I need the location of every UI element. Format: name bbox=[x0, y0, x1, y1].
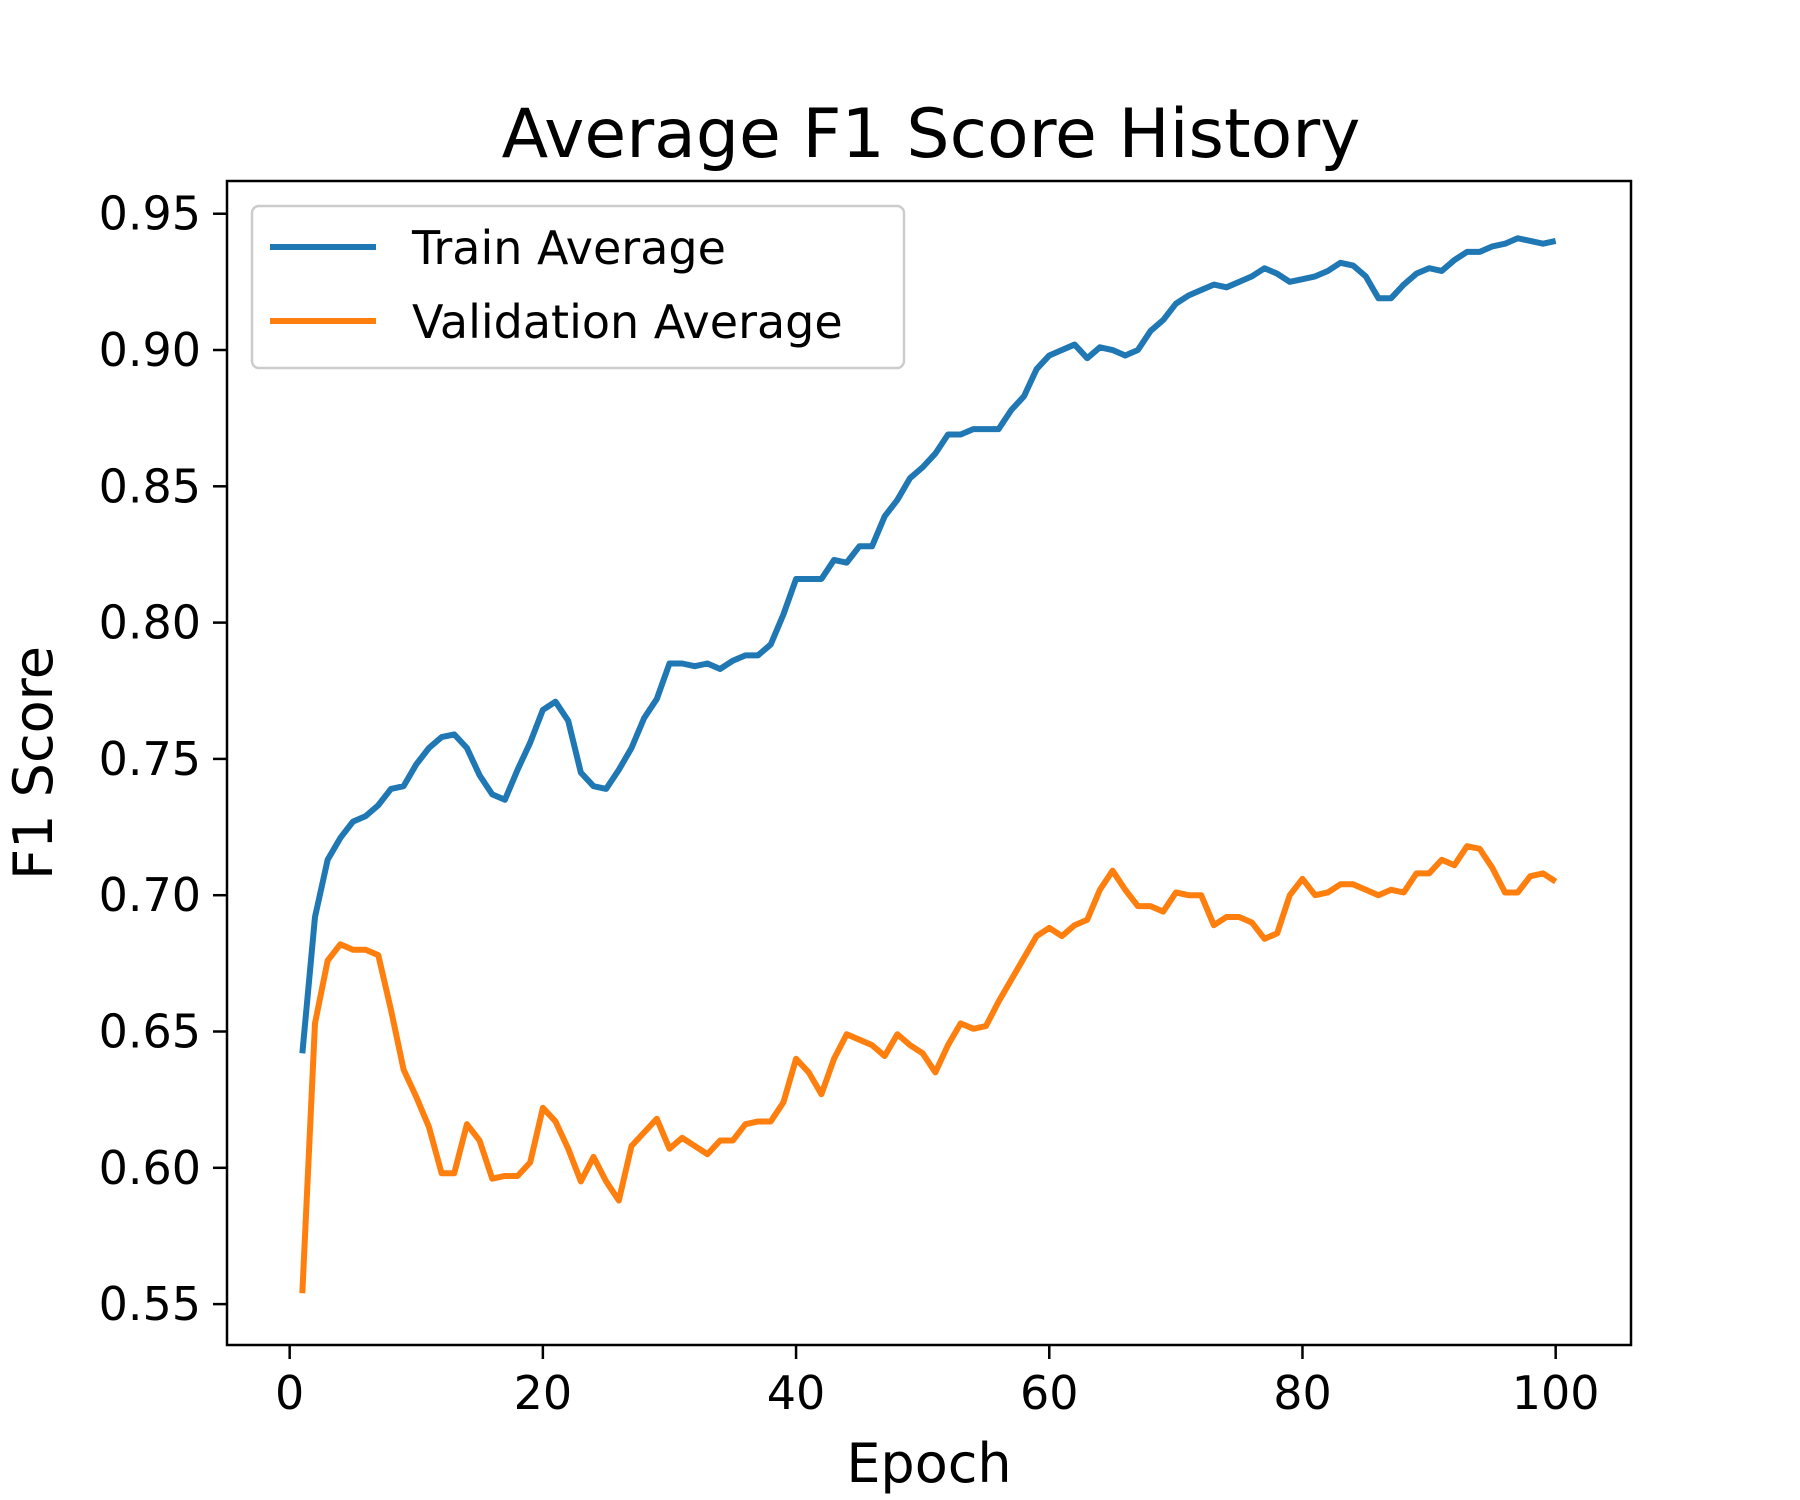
x-tick-label: 80 bbox=[1273, 1366, 1332, 1420]
legend: Train Average Validation Average bbox=[250, 204, 906, 370]
x-tick-label: 40 bbox=[767, 1366, 826, 1420]
y-tick-label: 0.70 bbox=[99, 868, 201, 922]
legend-frame bbox=[250, 204, 906, 370]
legend-label-train: Train Average bbox=[411, 221, 726, 275]
x-tick-label: 20 bbox=[514, 1366, 573, 1420]
y-tick-label: 0.55 bbox=[99, 1277, 201, 1331]
x-axis: 0 20 40 60 80 100 bbox=[275, 1345, 1600, 1420]
y-axis-label: F1 Score bbox=[2, 646, 65, 880]
x-tick-label: 0 bbox=[275, 1366, 304, 1420]
y-tick-label: 0.80 bbox=[99, 596, 201, 650]
y-tick-label: 0.60 bbox=[99, 1141, 201, 1195]
y-tick-label: 0.65 bbox=[99, 1005, 201, 1059]
series-line-train bbox=[299, 235, 1557, 1054]
y-axis: 0.55 0.60 0.65 0.70 0.75 0.80 0.85 0.90 0.95 bbox=[99, 187, 227, 1331]
x-tick-label: 60 bbox=[1020, 1366, 1079, 1420]
legend-label-validation: Validation Average bbox=[412, 295, 843, 349]
chart-title: Average F1 Score History bbox=[502, 95, 1361, 174]
x-axis-label: Epoch bbox=[846, 1432, 1011, 1495]
y-tick-label: 0.95 bbox=[99, 187, 201, 241]
plot-area-frame bbox=[225, 179, 1633, 1347]
y-tick-label: 0.75 bbox=[99, 732, 201, 786]
series-line-validation bbox=[299, 843, 1558, 1294]
y-tick-label: 0.85 bbox=[99, 459, 201, 513]
series-layer bbox=[299, 235, 1558, 1294]
y-tick-label: 0.90 bbox=[99, 323, 201, 377]
x-tick-label: 100 bbox=[1512, 1366, 1600, 1420]
